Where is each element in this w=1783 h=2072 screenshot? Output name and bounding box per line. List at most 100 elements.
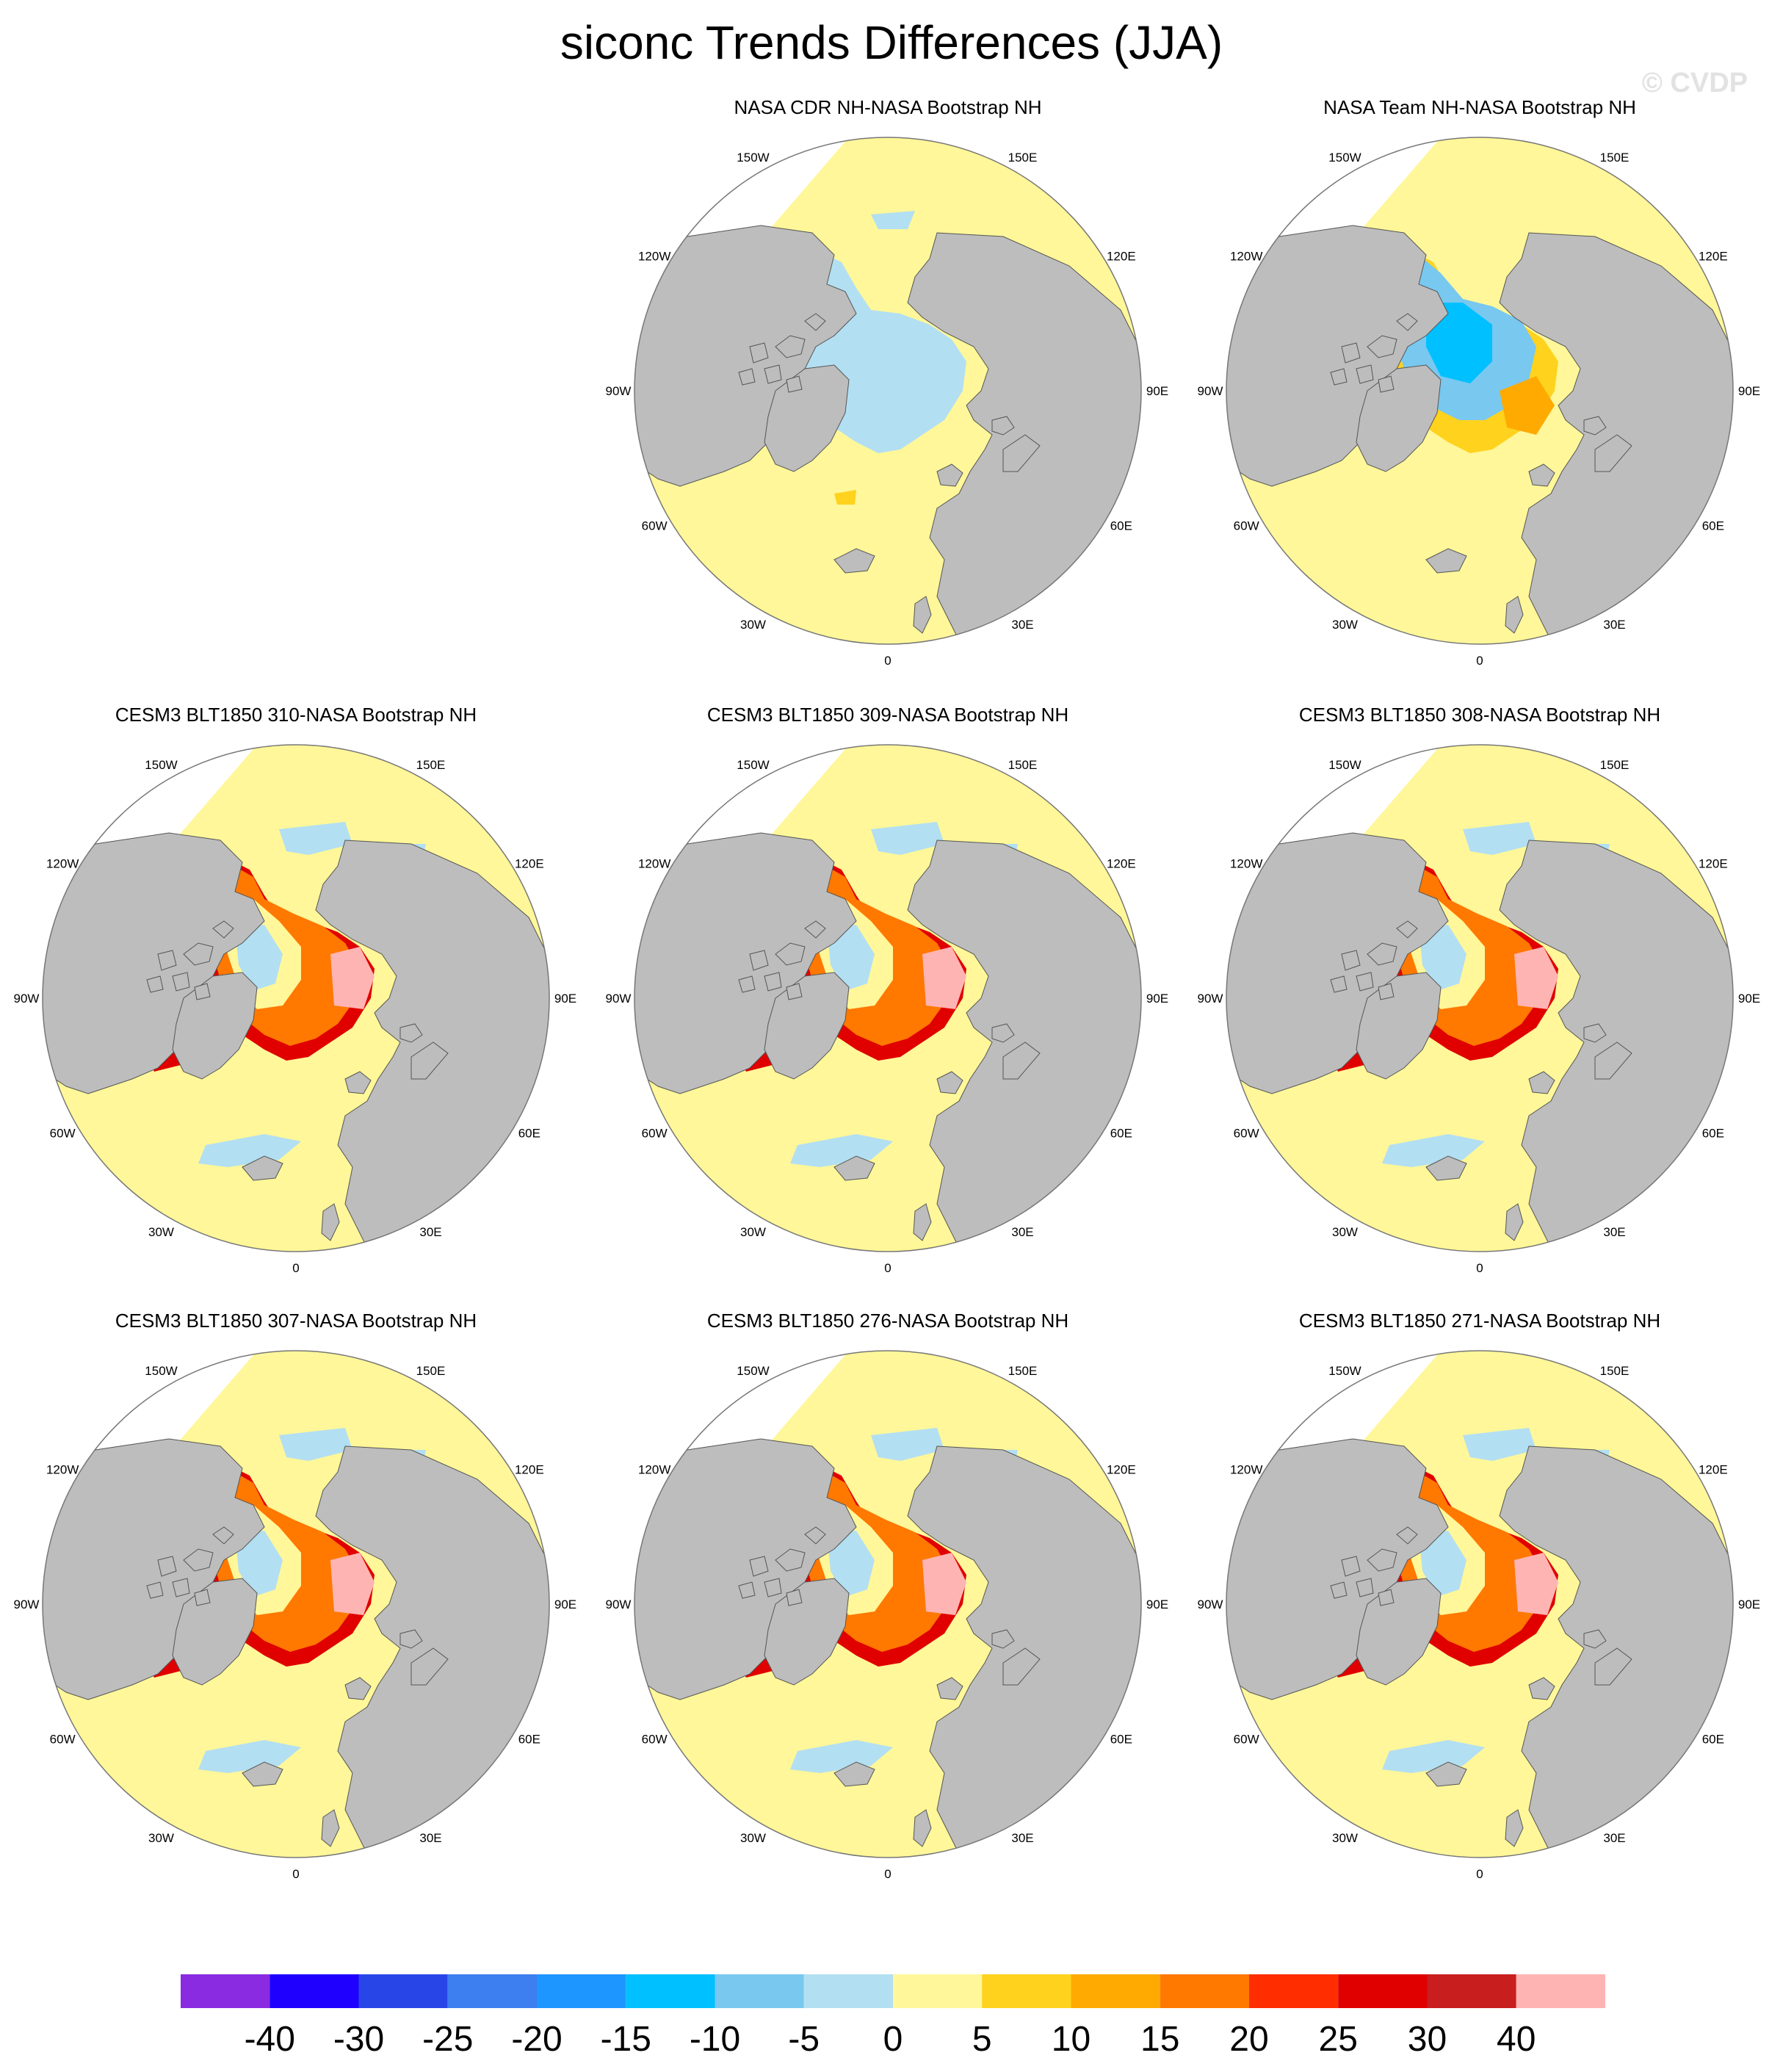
anomaly-patch xyxy=(1514,947,1558,1009)
colorbar-swatch xyxy=(1338,1974,1428,2008)
anomaly-patch xyxy=(1419,1531,1466,1597)
longitude-label: 60E xyxy=(1702,519,1724,533)
anomaly-patch xyxy=(827,925,875,991)
longitude-label: 60E xyxy=(1110,519,1132,533)
longitude-label: 120W xyxy=(1230,250,1262,264)
longitude-label: 60W xyxy=(1234,519,1259,533)
longitude-label: 90E xyxy=(1146,384,1168,398)
map-field xyxy=(1226,137,1733,644)
longitude-label: 120W xyxy=(638,1463,670,1477)
longitude-label: 30E xyxy=(1011,1831,1033,1845)
colorbar-swatch xyxy=(1160,1974,1249,2008)
longitude-label: 30W xyxy=(740,618,766,632)
longitude-label: 120W xyxy=(638,857,670,871)
colorbar-swatch xyxy=(358,1974,448,2008)
longitude-label: 120E xyxy=(1107,1463,1136,1477)
anomaly-patch xyxy=(922,1553,966,1615)
colorbar-swatch xyxy=(715,1974,804,2008)
colorbar-label: -15 xyxy=(601,2020,651,2059)
watermark: © CVDP xyxy=(1641,68,1748,98)
polar-map: 180 150E 120E 90E 60E 30E 0 30W 60W 90W 120W 150W xyxy=(606,1340,1169,1881)
longitude-label: 150W xyxy=(1328,151,1361,165)
longitude-label: 30W xyxy=(1332,618,1358,632)
map-field xyxy=(1226,745,1733,1252)
longitude-label: 60W xyxy=(1234,1127,1259,1141)
longitude-label: 150E xyxy=(1600,151,1630,165)
longitude-label: 150W xyxy=(1328,1364,1361,1378)
map-field xyxy=(634,745,1141,1252)
polar-map: 180 150E 120E 90E 60E 30E 0 30W 60W 90W 120W 150W xyxy=(14,1340,577,1881)
longitude-label: 180 xyxy=(1469,734,1490,736)
colorbar-swatch xyxy=(1516,1974,1605,2008)
longitude-label: 120E xyxy=(1699,250,1728,264)
colorbar-label: -5 xyxy=(788,2020,820,2059)
longitude-label: 180 xyxy=(878,126,898,129)
figure-title: siconc Trends Differences (JJA) xyxy=(560,16,1223,69)
colorbar-swatch xyxy=(803,1974,893,2008)
anomaly-patch xyxy=(279,1428,352,1461)
longitude-label: 60W xyxy=(50,1733,76,1747)
longitude-label: 180 xyxy=(1469,126,1490,129)
longitude-label: 150E xyxy=(1008,758,1038,772)
longitude-label: 150E xyxy=(1600,1364,1630,1378)
anomaly-patch xyxy=(1463,822,1536,855)
longitude-label: 150E xyxy=(1008,1364,1038,1378)
longitude-label: 120E xyxy=(1107,250,1136,264)
longitude-label: 0 xyxy=(884,654,891,668)
polar-map: 180 150E 120E 90E 60E 30E 0 30W 60W 90W 120W 150W xyxy=(606,126,1169,668)
panel-title: CESM3 BLT1850 307-NASA Bootstrap NH xyxy=(115,1310,477,1332)
longitude-label: 120W xyxy=(1230,1463,1262,1477)
longitude-label: 60W xyxy=(642,1127,668,1141)
anomaly-patch xyxy=(330,1553,375,1615)
map-panel: CESM3 BLT1850 310-NASA Bootstrap NH 180 15… xyxy=(0,701,592,1282)
longitude-label: 90W xyxy=(606,992,632,1006)
colorbar-label: -30 xyxy=(333,2020,384,2059)
anomaly-patch xyxy=(198,1740,301,1773)
longitude-label: 30E xyxy=(1603,1831,1625,1845)
polar-map: 180 150E 120E 90E 60E 30E 0 30W 60W 90W 120W 150W xyxy=(14,734,577,1275)
longitude-label: 90E xyxy=(554,992,576,1006)
longitude-label: 60E xyxy=(518,1733,540,1747)
colorbar-swatch xyxy=(447,1974,537,2008)
colorbar-swatch xyxy=(626,1974,715,2008)
land-mask xyxy=(1226,225,1733,641)
longitude-label: 90W xyxy=(606,1598,632,1611)
anomaly-patch xyxy=(330,947,375,1009)
longitude-label: 180 xyxy=(1469,1340,1490,1342)
longitude-label: 90E xyxy=(1146,1598,1168,1611)
map-panel: CESM3 BLT1850 308-NASA Bootstrap NH 180 15… xyxy=(1184,701,1776,1282)
map-field xyxy=(43,745,549,1252)
longitude-label: 120E xyxy=(1699,1463,1728,1477)
anomaly-patch xyxy=(1463,1428,1536,1461)
longitude-label: 0 xyxy=(292,1261,299,1275)
longitude-label: 150E xyxy=(1600,758,1630,772)
map-panel: CESM3 BLT1850 276-NASA Bootstrap NH 180 15… xyxy=(592,1307,1184,1888)
longitude-label: 90E xyxy=(554,1598,576,1611)
panel-title: NASA CDR NH-NASA Bootstrap NH xyxy=(734,96,1042,118)
anomaly-patch xyxy=(1514,1553,1558,1615)
anomaly-patch xyxy=(1426,303,1492,383)
longitude-label: 0 xyxy=(884,1261,891,1275)
longitude-label: 180 xyxy=(286,1340,306,1342)
longitude-label: 180 xyxy=(878,734,898,736)
colorbar-swatch xyxy=(270,1974,359,2008)
longitude-label: 120W xyxy=(46,1463,79,1477)
polar-map: 180 150E 120E 90E 60E 30E 0 30W 60W 90W 120W 150W xyxy=(606,734,1169,1275)
colorbar-swatch xyxy=(1249,1974,1339,2008)
longitude-label: 120E xyxy=(515,1463,544,1477)
longitude-label: 60E xyxy=(1110,1733,1132,1747)
anomaly-patch xyxy=(790,1740,893,1773)
anomaly-patch xyxy=(198,1134,301,1167)
longitude-label: 30E xyxy=(419,1225,441,1239)
colorbar-label: 10 xyxy=(1052,2020,1091,2059)
map-field xyxy=(634,1351,1141,1858)
longitude-label: 30W xyxy=(1332,1831,1358,1845)
panel-title: CESM3 BLT1850 309-NASA Bootstrap NH xyxy=(706,704,1069,726)
panel-title: CESM3 BLT1850 276-NASA Bootstrap NH xyxy=(706,1310,1069,1332)
longitude-label: 90W xyxy=(14,992,40,1006)
longitude-label: 150E xyxy=(416,758,446,772)
longitude-label: 90E xyxy=(1738,1598,1760,1611)
map-panel: NASA CDR NH-NASA Bootstrap NH 180 150E 120E… xyxy=(592,94,1184,674)
polar-map: 180 150E 120E 90E 60E 30E 0 30W 60W 90W 120W 150W xyxy=(1198,734,1761,1275)
map-border xyxy=(42,744,550,1252)
